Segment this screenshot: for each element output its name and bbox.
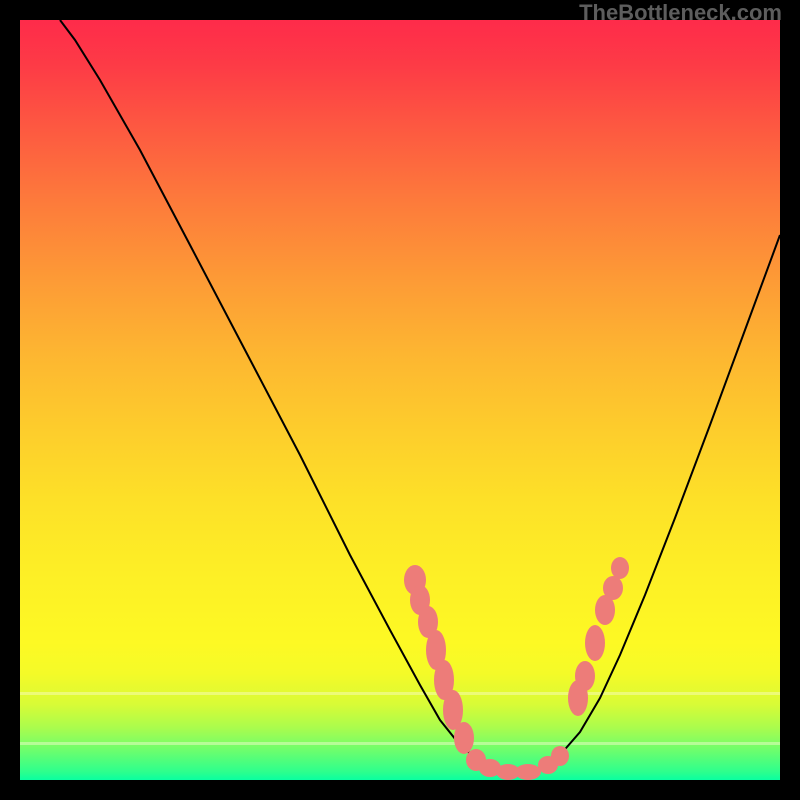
bottleneck-curve [60,20,780,773]
haze-band-1 [20,692,780,695]
marker-dot [454,722,474,754]
marker-dot [551,746,569,766]
marker-dot [603,576,623,600]
chart-svg [20,20,780,780]
chart-area [20,20,780,780]
marker-dot [575,661,595,691]
watermark-text: TheBottleneck.com [579,0,782,26]
marker-dot [611,557,629,579]
marker-cluster [404,557,629,780]
haze-band-2 [20,742,780,745]
marker-dot [515,764,541,780]
marker-dot [585,625,605,661]
